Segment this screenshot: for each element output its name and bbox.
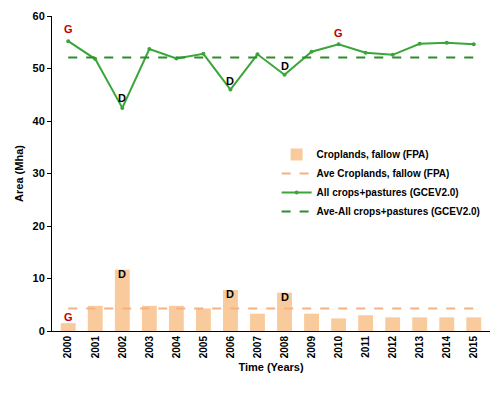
svg-text:Ave-All crops+pastures (GCEV2.: Ave-All crops+pastures (GCEV2.0) [317,206,480,217]
svg-text:0: 0 [39,325,45,337]
svg-text:D: D [118,268,126,280]
svg-text:2000: 2000 [62,336,73,359]
svg-text:2011: 2011 [360,336,371,358]
svg-text:2005: 2005 [198,336,209,359]
svg-text:Area (Mha): Area (Mha) [13,145,25,202]
svg-text:50: 50 [33,62,45,74]
svg-text:60: 60 [33,10,45,22]
svg-text:G: G [334,27,343,39]
svg-text:D: D [281,60,289,72]
svg-text:All crops+pastures (GCEV2.0): All crops+pastures (GCEV2.0) [317,187,459,198]
svg-text:G: G [64,311,73,323]
svg-text:2015: 2015 [468,336,479,359]
svg-text:2013: 2013 [414,336,425,359]
svg-text:2004: 2004 [171,336,182,359]
svg-text:2012: 2012 [387,336,398,359]
svg-text:2010: 2010 [333,336,344,359]
svg-text:30: 30 [33,167,45,179]
svg-text:2002: 2002 [117,336,128,359]
svg-text:2009: 2009 [306,336,317,359]
svg-text:D: D [226,288,234,300]
svg-text:G: G [64,23,73,35]
svg-text:40: 40 [33,115,45,127]
svg-text:D: D [226,75,234,87]
svg-text:D: D [281,291,289,303]
svg-text:20: 20 [33,220,45,232]
svg-text:Ave Croplands, fallow (FPA): Ave Croplands, fallow (FPA) [317,168,450,179]
svg-text:2003: 2003 [144,336,155,359]
svg-text:2006: 2006 [225,336,236,359]
svg-text:Time (Years): Time (Years) [238,361,304,373]
svg-text:2008: 2008 [279,336,290,359]
svg-text:2014: 2014 [441,336,452,359]
svg-text:2001: 2001 [90,336,101,359]
svg-text:10: 10 [33,272,45,284]
svg-text:2007: 2007 [252,336,263,359]
svg-text:D: D [118,92,126,104]
svg-text:Croplands, fallow (FPA): Croplands, fallow (FPA) [317,149,429,160]
